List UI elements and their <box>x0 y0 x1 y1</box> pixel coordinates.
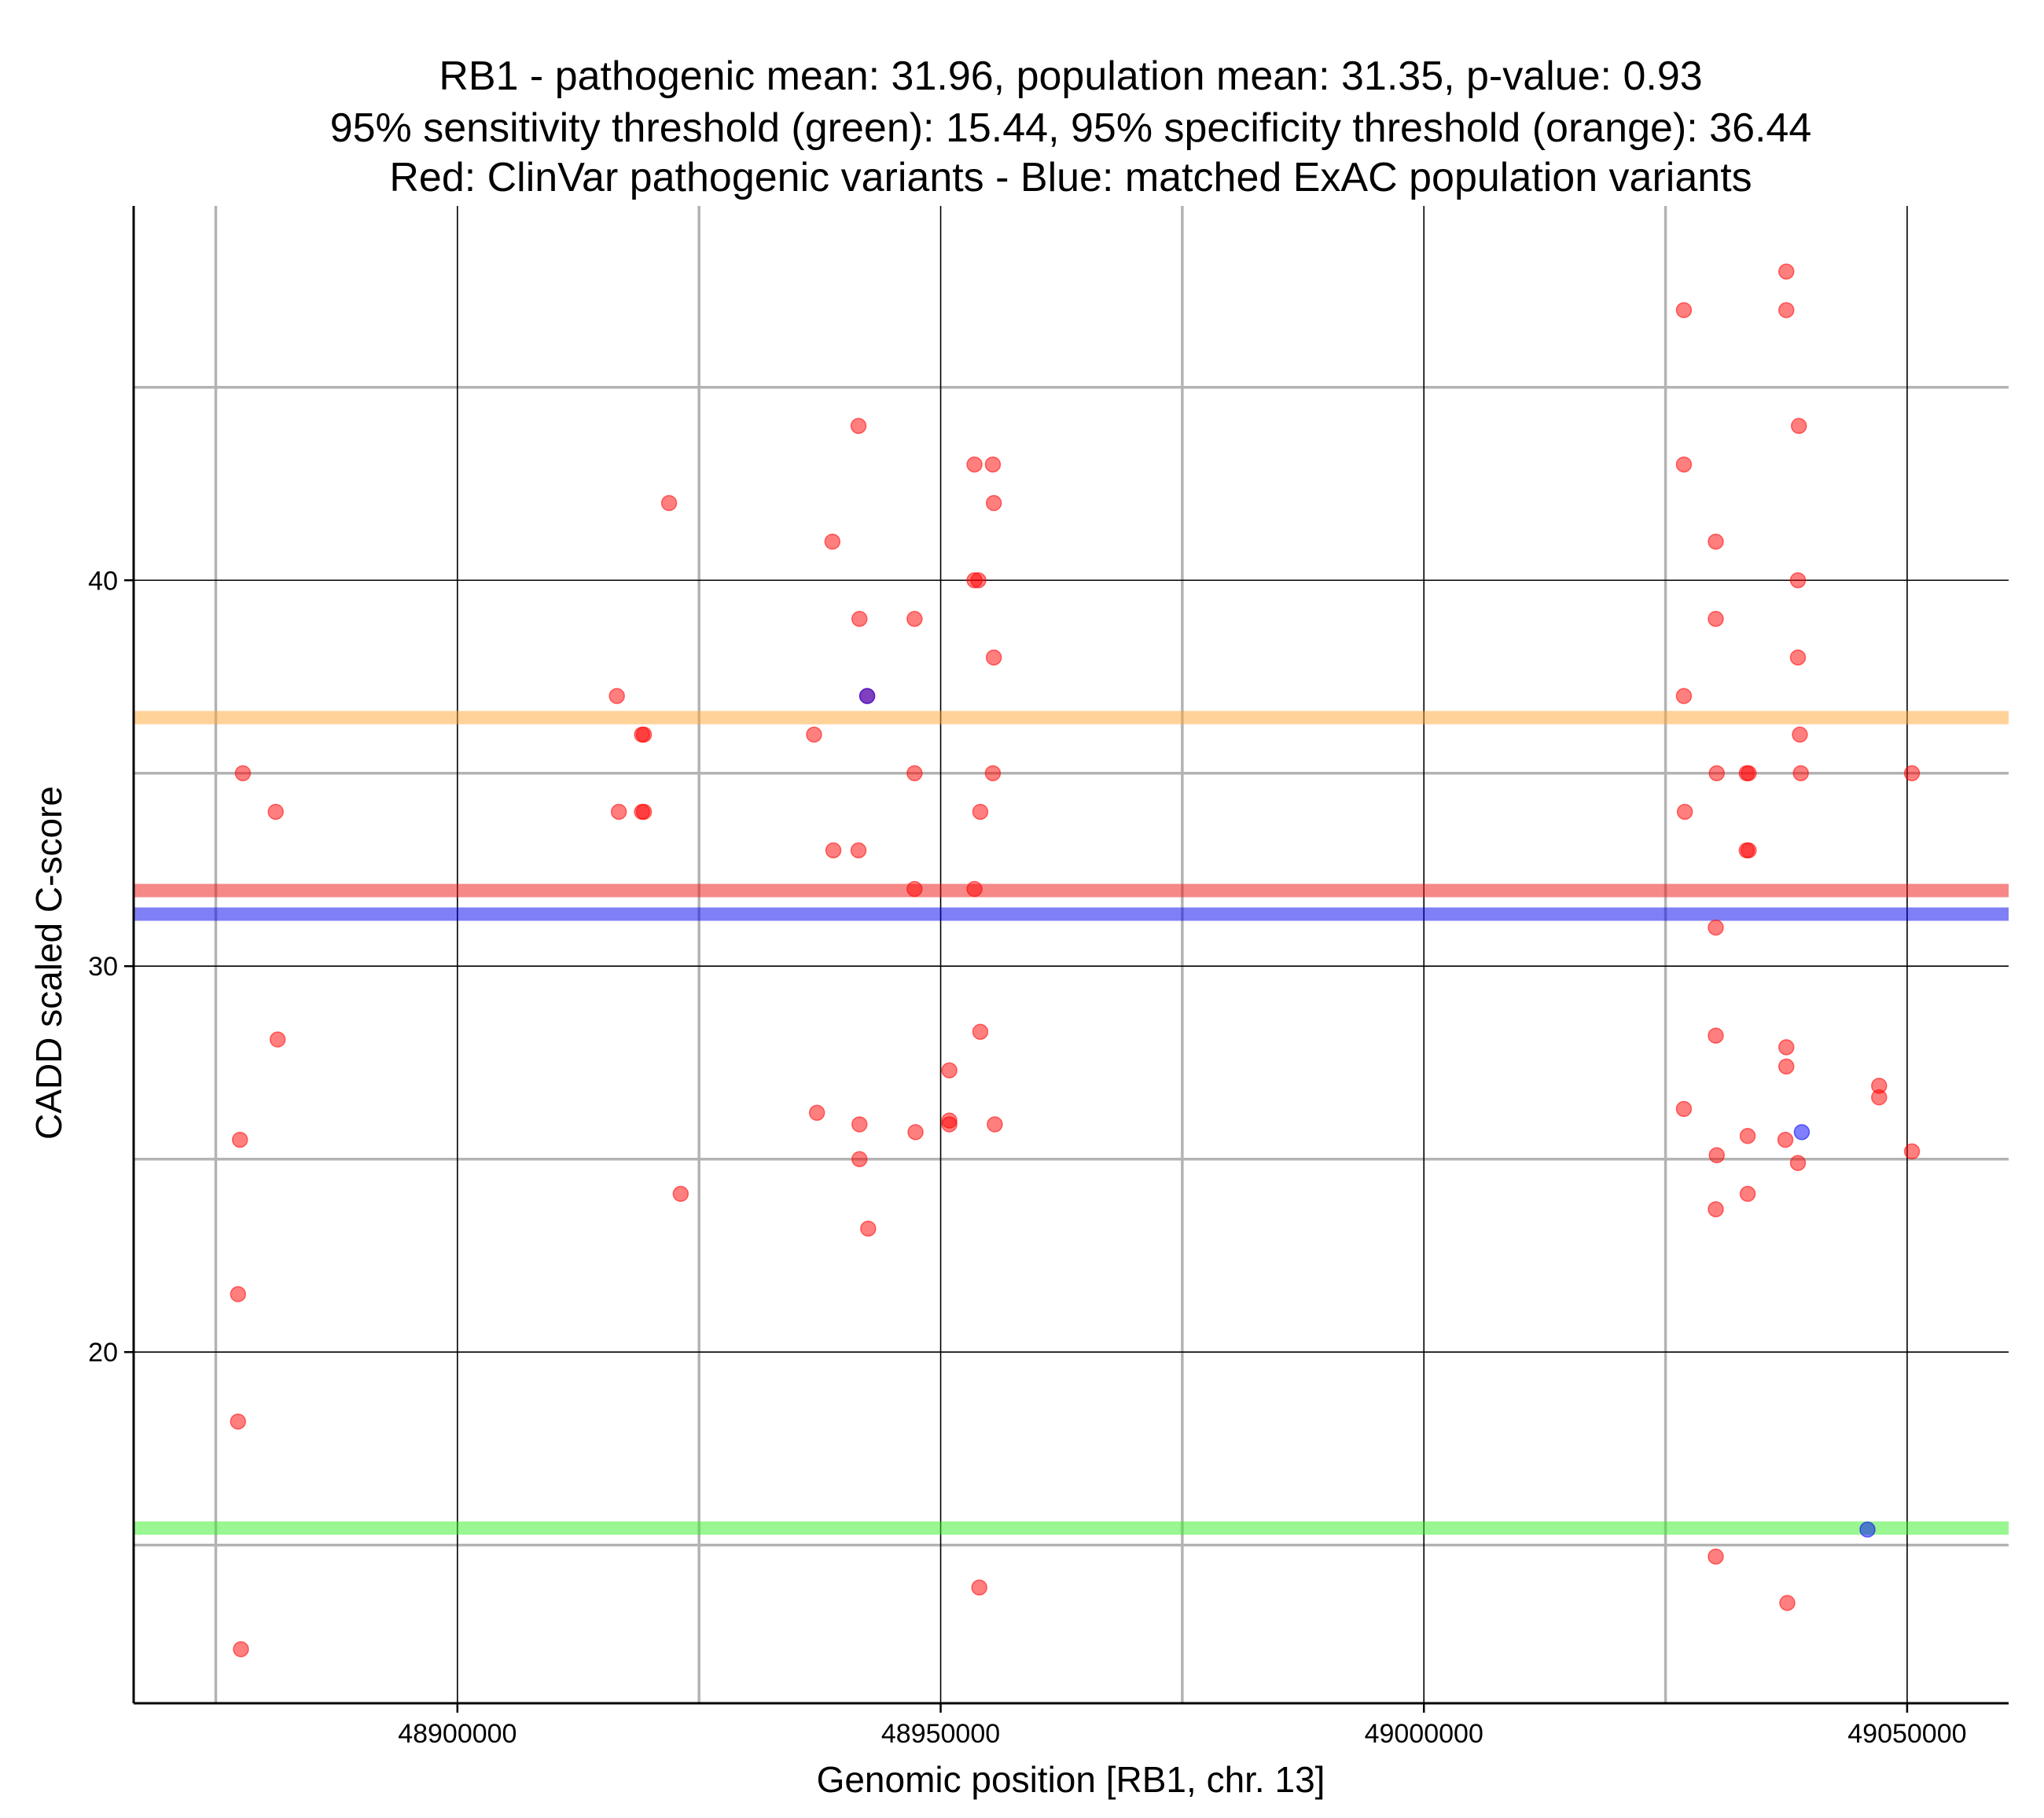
pathogenic-point <box>825 842 842 859</box>
pathogenic-point <box>672 1185 689 1203</box>
pathogenic-point <box>971 1579 987 1596</box>
pathogenic-point <box>850 842 867 859</box>
pathogenic-point <box>906 765 923 781</box>
pathogenic-point <box>860 1220 877 1237</box>
pathogenic-point <box>806 726 822 743</box>
pathogenic-point <box>1675 688 1693 704</box>
pathogenic-point <box>234 765 252 781</box>
pathogenic-point <box>269 1031 286 1048</box>
pathogenic-point <box>824 533 841 550</box>
pathogenic-point <box>984 765 1002 781</box>
pathogenic-point <box>941 1116 958 1133</box>
pathogenic-point <box>1789 649 1807 666</box>
pathogenic-point <box>1789 1155 1807 1171</box>
pathogenic-point <box>907 1124 924 1140</box>
pathogenic-point <box>985 494 1002 512</box>
population-point <box>1859 1521 1876 1538</box>
y-axis-title: CADD scaled C-score <box>28 786 69 1140</box>
pathogenic-point <box>1741 765 1757 781</box>
pathogenic-point <box>1708 533 1724 550</box>
threshold-lines <box>134 711 2009 1535</box>
pathogenic-point <box>1739 1185 1756 1203</box>
pathogenic-point <box>1871 1089 1888 1106</box>
pathogenic-point <box>1708 919 1724 936</box>
pathogenic-point <box>1675 1100 1693 1118</box>
pathogenic-point <box>850 417 867 435</box>
pathogenic-point <box>941 1062 958 1079</box>
y-tick-label: 20 <box>88 1338 118 1368</box>
pathogenic-point <box>1708 1147 1725 1164</box>
pathogenic-point <box>1777 263 1795 280</box>
pathogenic-point <box>906 880 923 898</box>
pathogenic-point <box>1777 1058 1795 1075</box>
pathogenic-point <box>1777 302 1795 318</box>
pathogenic-point <box>966 880 983 898</box>
pathogenic-point <box>808 1104 825 1122</box>
pathogenic-point <box>1777 1039 1795 1056</box>
pathogenic-point <box>1792 765 1809 781</box>
pathogenic-point <box>1675 302 1693 318</box>
pathogenic-point <box>972 803 989 821</box>
pathogenic-point <box>851 1116 868 1133</box>
pathogenic-point <box>231 1131 248 1148</box>
pathogenic-point <box>851 1151 868 1167</box>
title-line-3: Red: ClinVar pathogenic variants - Blue:… <box>389 155 1752 200</box>
x-tick-label: 49000000 <box>1365 1719 1483 1749</box>
pathogenic-point <box>635 726 653 743</box>
pathogenic-point <box>233 1641 249 1658</box>
pathogenic-point <box>267 803 284 821</box>
title-line-2: 95% sensitivity threshold (green): 15.44… <box>330 105 1812 151</box>
pathogenic-point <box>1708 1027 1724 1044</box>
pathogenic-point <box>1741 842 1757 859</box>
pathogenic-point <box>985 649 1002 666</box>
pathogenic-point <box>1708 1548 1724 1565</box>
pathogenic-point <box>906 611 923 627</box>
pathogenic-point <box>635 803 653 821</box>
pathogenic-point <box>610 803 627 821</box>
pathogenic-point <box>851 611 868 627</box>
pathogenic-point <box>1789 572 1807 589</box>
data-points <box>230 263 1921 1658</box>
pathogenic-point <box>1790 417 1807 435</box>
pathogenic-point <box>1708 765 1725 781</box>
pathogenic-point <box>984 456 1002 473</box>
chart-title: RB1 - pathogenic mean: 31.96, population… <box>330 53 1812 200</box>
x-tick-label: 49050000 <box>1847 1719 1966 1749</box>
pathogenic-point <box>1779 1595 1796 1611</box>
pathogenic-point <box>966 456 983 473</box>
y-tick-label: 40 <box>88 566 118 596</box>
pathogenic-point <box>230 1286 247 1302</box>
pathogenic-point <box>1739 1128 1756 1144</box>
pathogenic-point <box>660 494 678 512</box>
y-tick-label: 30 <box>88 952 118 982</box>
pathogenic-point <box>1903 1143 1921 1160</box>
x-tick-label: 48950000 <box>881 1719 1000 1749</box>
pathogenic-point <box>1708 611 1724 627</box>
x-axis-title: Genomic position [RB1, chr. 13] <box>817 1759 1325 1800</box>
pathogenic-point <box>1903 765 1921 781</box>
pathogenic-point <box>1675 456 1693 473</box>
pathogenic-point <box>608 688 625 704</box>
x-tick-label: 48900000 <box>398 1719 517 1749</box>
pathogenic-point <box>972 1023 989 1040</box>
title-line-1: RB1 - pathogenic mean: 31.96, population… <box>439 53 1702 99</box>
axes: 20 30 40 48900000 48950000 49000000 49050000 <box>88 206 2009 1749</box>
pathogenic-point <box>1676 803 1693 821</box>
pathogenic-point <box>1777 1131 1794 1148</box>
pathogenic-point <box>230 1413 247 1430</box>
pathogenic-point <box>1792 726 1808 743</box>
population-point <box>1793 1124 1811 1140</box>
population-point <box>858 688 876 704</box>
pathogenic-point <box>970 572 987 589</box>
pathogenic-point <box>987 1116 1003 1133</box>
grid-layer <box>134 206 2009 1703</box>
pathogenic-point <box>1708 1201 1724 1218</box>
